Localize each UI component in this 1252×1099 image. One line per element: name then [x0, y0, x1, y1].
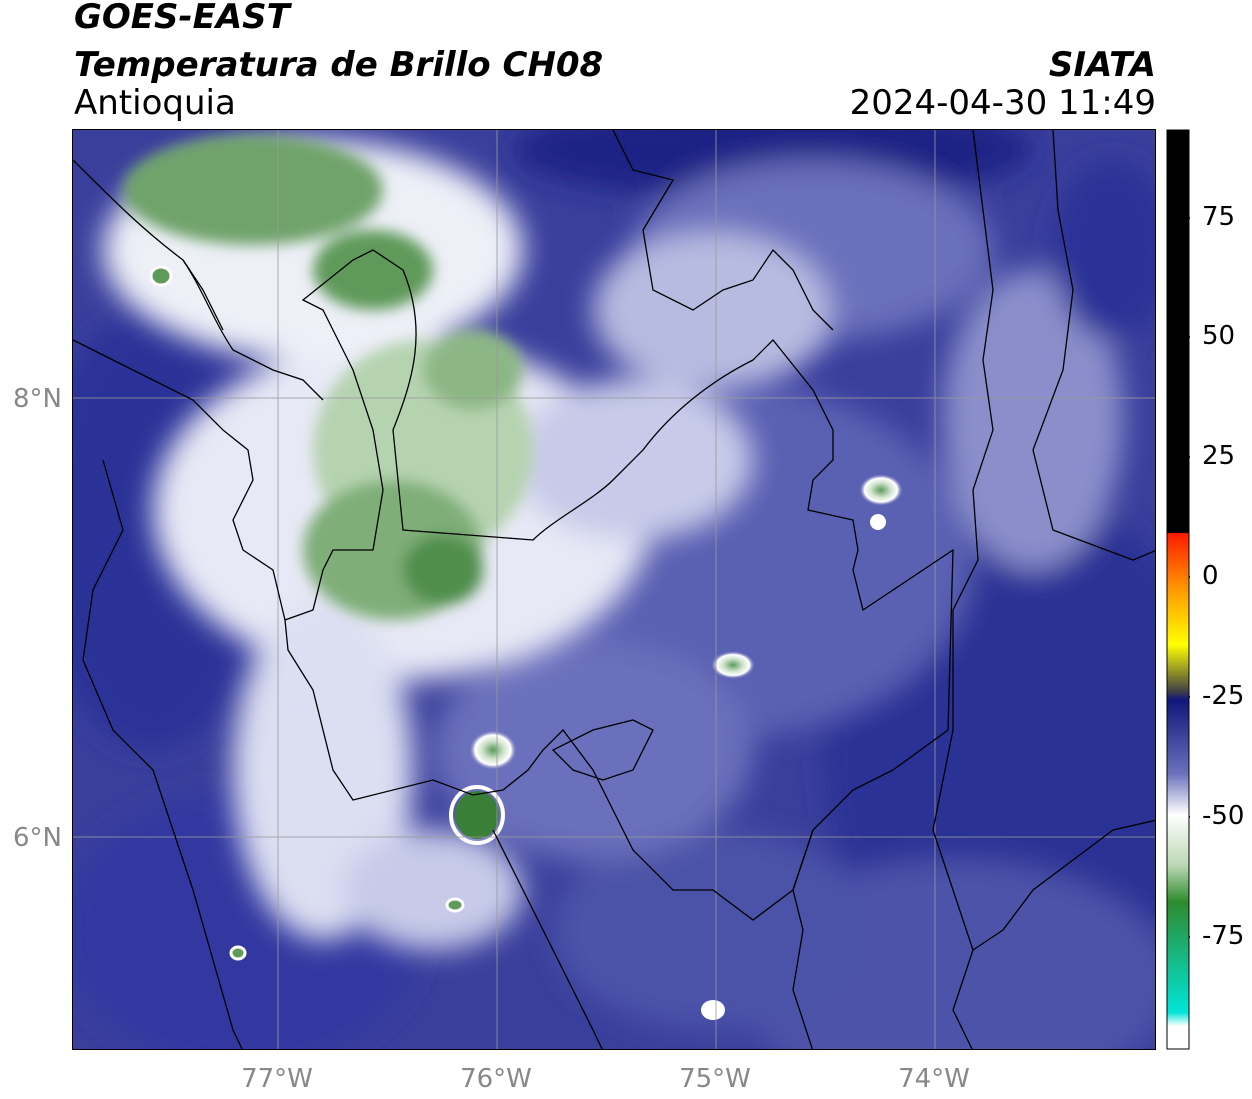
colorbar	[1166, 129, 1190, 1050]
lon-label-77w: 77°W	[241, 1064, 313, 1094]
convective-cells	[149, 265, 903, 1020]
colorbar-label-minus25: -25	[1202, 681, 1245, 711]
lat-label-8n: 8°N	[13, 384, 62, 414]
satellite-title: GOES-EAST	[74, 0, 290, 37]
lat-label-6n: 6°N	[13, 823, 62, 853]
organization-label: SIATA	[1048, 45, 1156, 85]
colorbar-label-50: 50	[1202, 321, 1236, 351]
cold-cloud-tops	[123, 135, 533, 620]
region-label: Antioquia	[74, 83, 236, 123]
borders	[73, 130, 1155, 1049]
product-title: Temperatura de Brillo CH08	[74, 45, 604, 85]
south-border	[492, 819, 1155, 1049]
colorbar-ramp	[1166, 129, 1190, 1050]
eastern-border	[932, 130, 994, 1049]
lon-label-75w: 75°W	[679, 1064, 751, 1094]
timestamp-label: 2024-04-30 11:49	[849, 83, 1156, 123]
caldas-border	[551, 719, 654, 781]
colorbar-label-minus75: -75	[1202, 921, 1245, 951]
colorbar-label-0: 0	[1202, 561, 1219, 591]
colorbar-label-75: 75	[1202, 202, 1236, 232]
panama-border	[73, 159, 224, 331]
santander-border	[1032, 130, 1155, 561]
lon-label-74w: 74°W	[898, 1064, 970, 1094]
colorbar-label-25: 25	[1202, 441, 1236, 471]
colorbar-label-minus50: -50	[1202, 801, 1245, 831]
bolivar-border	[612, 130, 834, 331]
antioquia-border	[284, 249, 954, 921]
map-canvas	[73, 130, 1155, 1049]
lon-label-76w: 76°W	[460, 1064, 532, 1094]
colorbar-ticks	[1189, 217, 1190, 938]
satellite-map[interactable]	[72, 129, 1156, 1050]
choco-border	[82, 459, 243, 1049]
